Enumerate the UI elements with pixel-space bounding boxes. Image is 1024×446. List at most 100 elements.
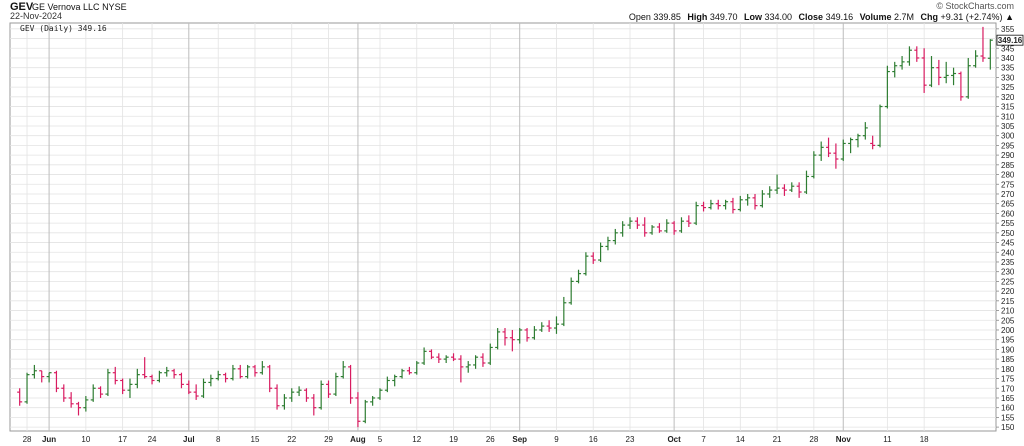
ohlc-bar — [546, 320, 552, 332]
ohlc-bar — [715, 199, 721, 210]
y-tick-label: 285 — [1001, 161, 1015, 170]
x-axis: 28 Jun 10 17 24 Jul 8 15 22 29 Aug 5 12 19 26 Sep 9 16 23 O… — [23, 435, 930, 444]
ohlc-bar — [803, 170, 809, 194]
ohlc-bar — [164, 366, 170, 377]
x-tick-label: 8 — [216, 435, 221, 444]
ohlc-bar — [377, 388, 383, 400]
ohlc-bar — [524, 328, 530, 342]
ohlc-bar — [289, 388, 295, 402]
x-tick-label: 28 — [23, 435, 32, 444]
ohlc-bar — [414, 361, 420, 375]
ohlc-bar — [899, 56, 905, 70]
ohlc-bar — [502, 328, 508, 346]
ohlc-bar — [627, 217, 633, 229]
ohlc-bar — [303, 388, 309, 402]
ohlc-bar — [68, 392, 74, 408]
x-tick-label: 26 — [486, 435, 495, 444]
y-tick-label: 205 — [1001, 316, 1015, 325]
volume-value: 2.7M — [893, 12, 914, 22]
y-tick-label: 320 — [1001, 93, 1015, 102]
ohlc-bar — [421, 347, 427, 365]
ohlc-bar — [656, 223, 662, 233]
ohlc-bar — [745, 193, 751, 206]
change-label: Chg — [920, 12, 939, 22]
ohlc-bar — [759, 190, 765, 208]
ohlc-bar — [539, 322, 545, 332]
ohlc-bar — [833, 143, 839, 169]
ohlc-bar — [752, 193, 758, 210]
ohlc-bar — [392, 374, 398, 387]
ohlc-bar — [671, 221, 677, 235]
ohlc-bar — [487, 343, 493, 365]
ohlc-bar — [237, 364, 243, 379]
ohlc-bar — [840, 139, 846, 161]
ohlc-bar — [215, 370, 221, 381]
ohlc-bar — [208, 374, 214, 387]
ohlc-bar — [296, 386, 302, 397]
ohlc-bar — [965, 57, 971, 99]
y-tick-label: 165 — [1001, 394, 1015, 403]
ohlc-bar — [98, 386, 104, 398]
ohlc-bar — [83, 396, 89, 412]
ohlc-bar — [443, 355, 449, 363]
ohlc-bar — [465, 361, 471, 373]
ohlc-bar — [134, 368, 140, 389]
ohlc-bar — [46, 372, 52, 383]
ohlc-bar — [605, 236, 611, 251]
x-tick-label: Nov — [836, 435, 852, 444]
brand-logo[interactable]: © StockCharts.com — [936, 1, 1014, 11]
x-tick-label: 24 — [148, 435, 157, 444]
ohlc-bar — [789, 182, 795, 193]
change-up-icon: ▲ — [1005, 12, 1014, 22]
y-tick-label: 235 — [1001, 258, 1015, 267]
ohlc-bar — [642, 217, 648, 237]
ohlc-bar — [936, 59, 942, 86]
ohlc-bar — [76, 401, 82, 416]
y-tick-label: 340 — [1001, 54, 1015, 63]
ohlc-bar — [112, 366, 118, 385]
ohlc-bar — [509, 329, 515, 352]
ohlc-bar — [612, 228, 618, 245]
ohlc-bar — [708, 199, 714, 210]
x-tick-label: 21 — [773, 435, 782, 444]
x-tick-label: 7 — [701, 435, 706, 444]
y-tick-label: 230 — [1001, 268, 1015, 277]
ohlc-bar — [568, 277, 574, 305]
x-tick-label: 18 — [920, 435, 929, 444]
ohlc-bar — [223, 372, 229, 383]
y-tick-label: 175 — [1001, 375, 1015, 384]
ohlc-bar — [693, 201, 699, 226]
ohlc-bar — [583, 252, 589, 276]
ohlc-bar — [818, 141, 824, 161]
x-tick-label: 11 — [883, 435, 892, 444]
ohlc-bar — [517, 328, 523, 344]
chart-date: 22-Nov-2024 — [10, 11, 63, 21]
ohlc-bar — [561, 296, 567, 327]
ohlc-bar — [701, 201, 707, 212]
ohlc-bar — [245, 364, 251, 379]
ohlc-bar — [428, 349, 434, 360]
ticker-symbol: GEV — [10, 1, 34, 13]
open-label: Open — [628, 12, 651, 22]
y-tick-label: 185 — [1001, 355, 1015, 364]
x-tick-label: 22 — [287, 435, 296, 444]
y-tick-label: 180 — [1001, 365, 1015, 374]
y-tick-label: 245 — [1001, 239, 1015, 248]
ohlc-bar — [730, 197, 736, 214]
y-tick-label: 330 — [1001, 73, 1015, 82]
y-tick-label: 265 — [1001, 200, 1015, 209]
ohlc-bar — [664, 219, 670, 233]
ohlc-bar — [384, 376, 390, 393]
ohlc-bar — [634, 217, 640, 229]
ohlc-bar — [811, 151, 817, 179]
ohlc-bar — [848, 137, 854, 154]
ohlc-bar — [480, 353, 486, 367]
ohlc-bar — [531, 326, 537, 340]
ohlc-bar — [348, 364, 354, 404]
x-tick-label: 14 — [736, 435, 745, 444]
ohlc-bar — [252, 364, 258, 377]
y-tick-label: 325 — [1001, 83, 1015, 92]
x-tick-label: 10 — [81, 435, 90, 444]
ohlc-bar — [171, 368, 177, 379]
